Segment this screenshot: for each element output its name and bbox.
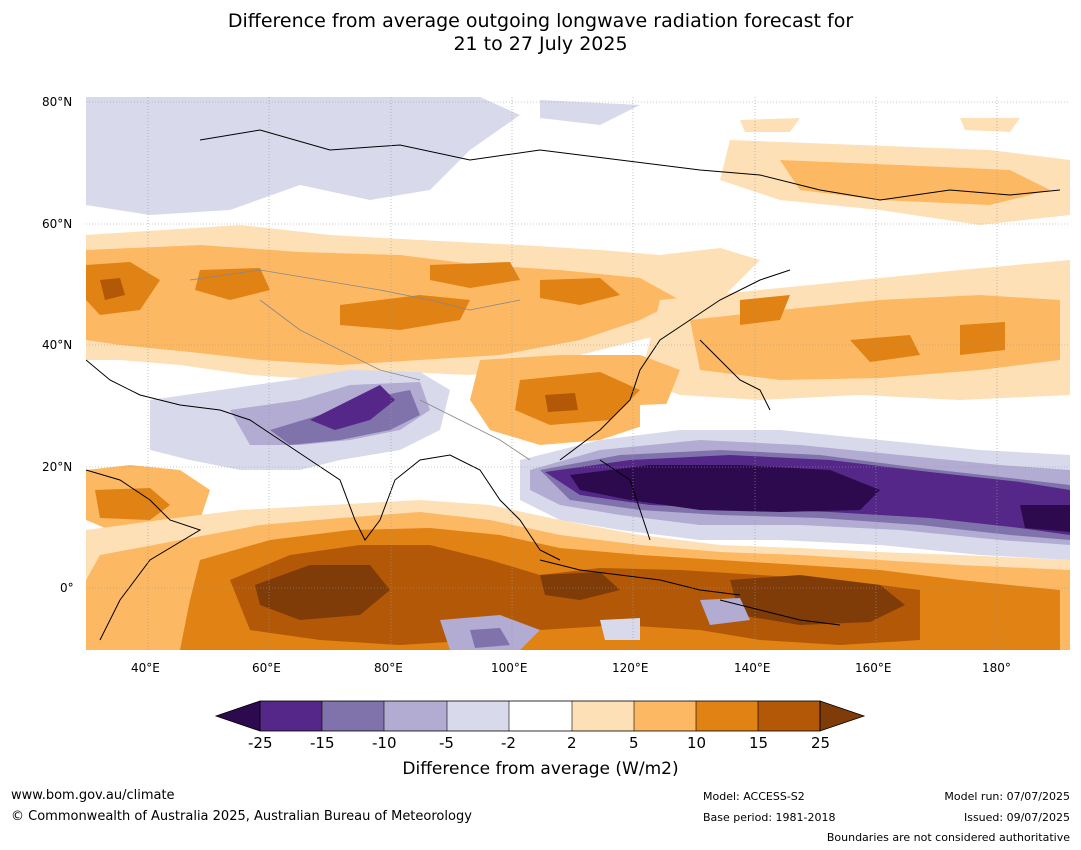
boundaries-disclaimer: Boundaries are not considered authoritat… [826, 831, 1070, 844]
lon-label-100e: 100°E [491, 661, 528, 675]
copyright-text: © Commonwealth of Australia 2025, Austra… [11, 809, 472, 824]
lat-label-80n: 80°N [42, 95, 73, 109]
colorbar-tick: 5 [629, 734, 639, 752]
lon-label-140e: 140°E [734, 661, 771, 675]
lat-label-0: 0° [60, 581, 74, 595]
model-name: Model: ACCESS-S2 [703, 790, 805, 803]
colorbar-tick: 10 [687, 734, 707, 752]
issued-date: Issued: 09/07/2025 [963, 811, 1070, 824]
base-period: Base period: 1981-2018 [703, 811, 836, 824]
colorbar [214, 700, 866, 732]
colorbar-tick: -10 [372, 734, 397, 752]
colorbar-tick: -15 [310, 734, 335, 752]
anomaly-field [86, 97, 1070, 650]
website-link[interactable]: www.bom.gov.au/climate [11, 788, 175, 803]
lat-label-40n: 40°N [42, 338, 73, 352]
lon-label-160e: 160°E [855, 661, 892, 675]
lat-label-20n: 20°N [42, 460, 73, 474]
colorbar-tick: 15 [749, 734, 769, 752]
map-title-line-1: Difference from average outgoing longwav… [227, 10, 854, 32]
colorbar-tick: 2 [567, 734, 577, 752]
colorbar-label: Difference from average (W/m2) [402, 759, 679, 779]
lon-label-60e: 60°E [252, 661, 281, 675]
colorbar-tick: -2 [501, 734, 516, 752]
map-title-line-2: 21 to 27 July 2025 [453, 33, 628, 55]
colorbar-tick: 25 [811, 734, 831, 752]
lat-label-60n: 60°N [42, 217, 73, 231]
colorbar-tick: -25 [248, 734, 273, 752]
lon-label-120e: 120°E [612, 661, 649, 675]
lon-label-80e: 80°E [374, 661, 403, 675]
coastlines [86, 129, 1061, 641]
colorbar-tick: -5 [439, 734, 454, 752]
model-run-date: Model run: 07/07/2025 [944, 790, 1070, 803]
country-borders [189, 269, 531, 461]
graticule [86, 97, 1070, 650]
lon-label-40e: 40°E [131, 661, 160, 675]
lon-label-180: 180° [982, 661, 1011, 675]
